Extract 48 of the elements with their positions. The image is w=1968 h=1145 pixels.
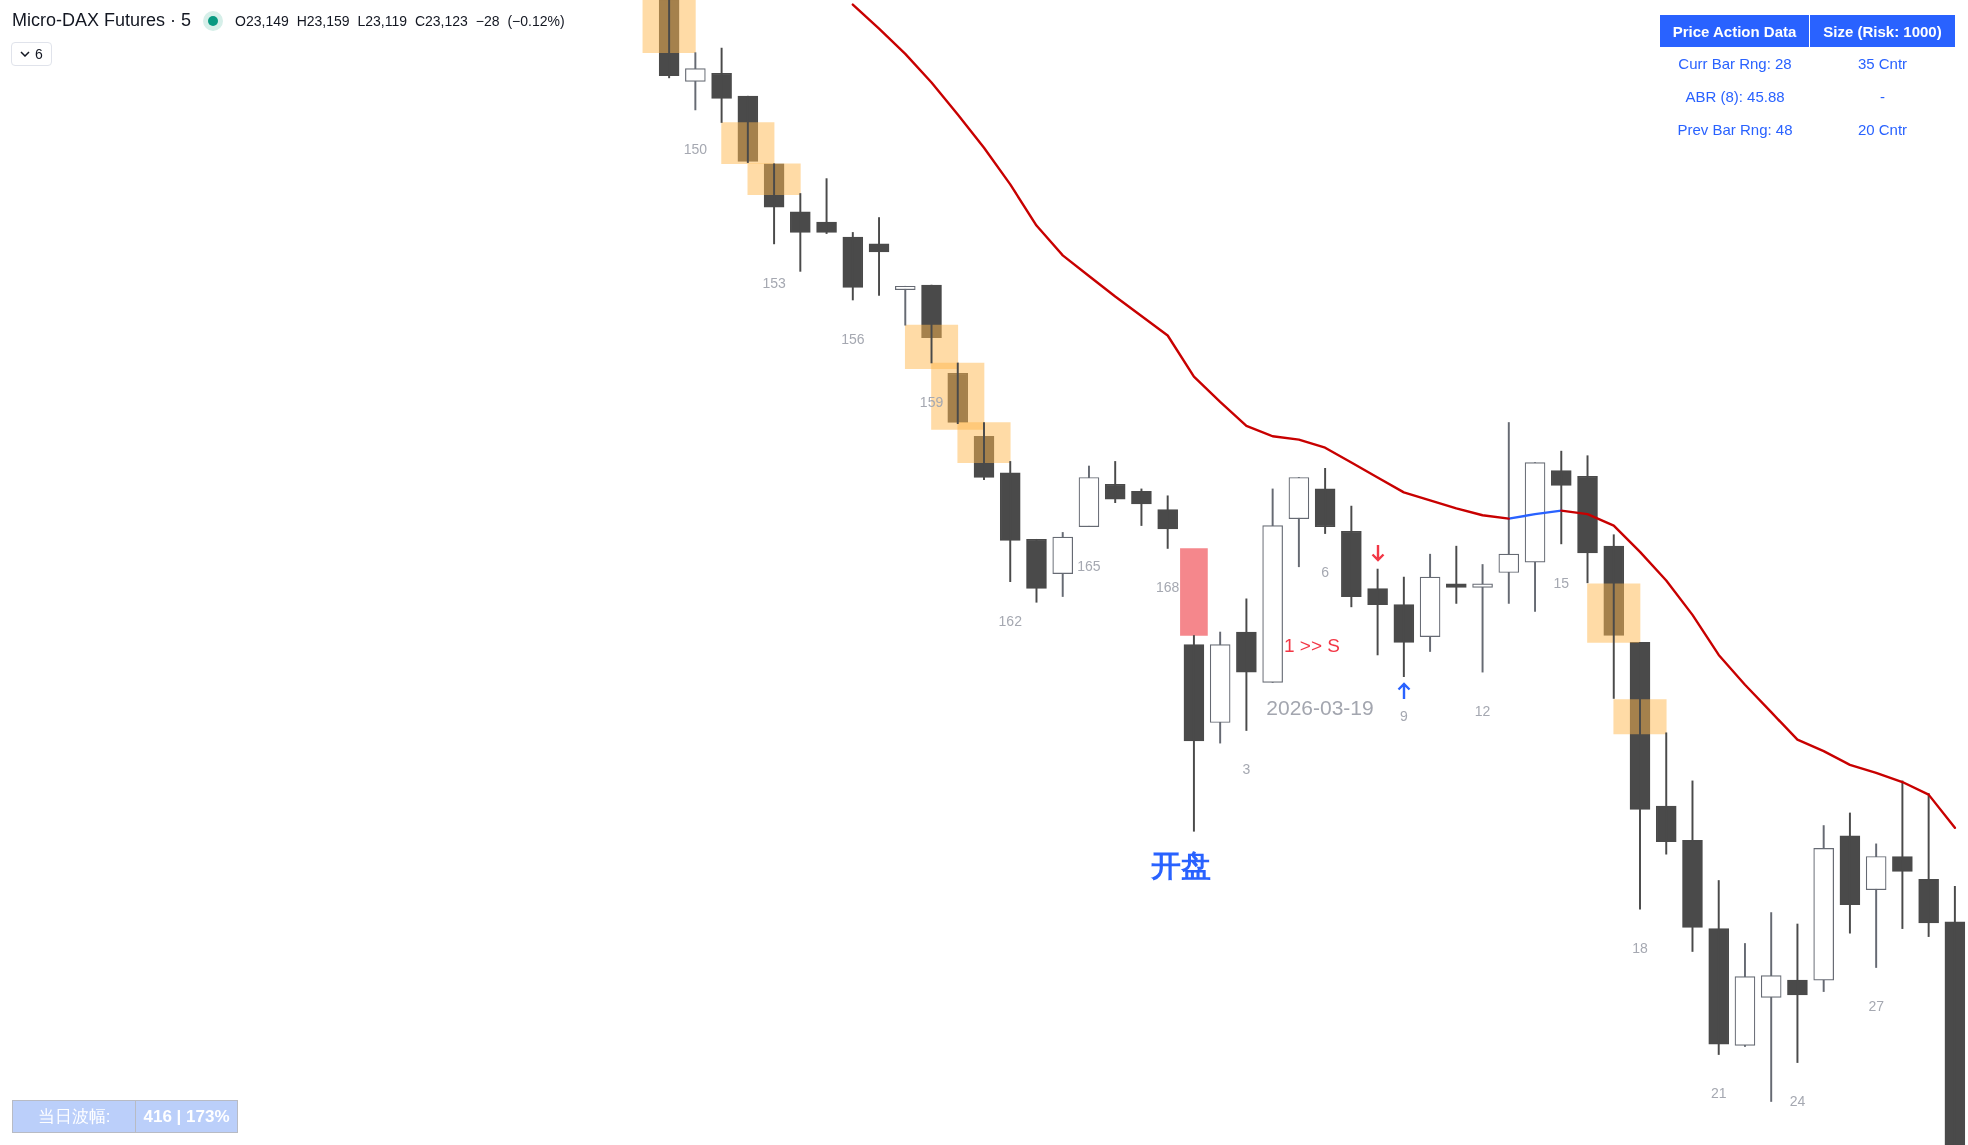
text: 27 [1868,998,1884,1015]
header-cell: Size (Risk: 1000) [1810,15,1955,47]
text: O23,149 H23,159 L23,119 C23,123 −28 (−0.12%) [235,12,565,29]
text: 153 [762,274,786,291]
annotation: 20 Cntr [1856,120,1909,140]
candlestick [894,285,916,326]
table-cell: 416 | 173% [135,1101,237,1132]
candlestick [1498,422,1520,604]
annotation: 1 >> S [1284,635,1340,657]
candlestick [1131,488,1152,526]
candlestick [1550,450,1572,545]
text: 18 [1632,939,1648,956]
text: 3 [1242,761,1251,778]
candlestick [1577,455,1598,584]
text: 150 [683,140,708,157]
candlestick [1787,923,1808,1063]
candlestick [1760,912,1782,1102]
header-cell: Price Action Data [1660,15,1810,47]
candlestick [921,284,942,364]
annotation: 开盘 [1151,847,1211,884]
annotation: 35 Cntr [1856,54,1909,74]
annotation: Prev Bar Rng: 48 [1676,120,1794,140]
text: 21 [1710,1085,1727,1102]
annotation: 2026-03-19 [1266,696,1374,720]
annotation: ABR (8): 45.88 [1684,87,1786,107]
bar [1613,699,1667,735]
text: 156 [841,330,865,347]
annotation: 6 [1321,564,1330,581]
candlestick [1446,545,1467,604]
candlestick [711,47,732,123]
text: 168 [1156,579,1180,596]
text: Micro-DAX Futures · 5 [12,10,192,31]
text: 24 [1789,1093,1806,1110]
text: 162 [998,612,1022,629]
annotation: - [1879,87,1886,107]
candlestick [1367,568,1388,656]
candlestick [1892,780,1913,929]
annotation: Curr Bar Rng: 28 [1677,54,1793,74]
text: 9 [1399,707,1408,724]
text: 12 [1474,702,1491,719]
collapse-button: 6 [11,42,52,66]
candlestick [1472,564,1493,673]
text: 15 [1553,574,1570,591]
candlestick [816,178,837,234]
candlestick [1236,598,1257,731]
bar [1180,548,1208,636]
table-cell: 当日波幅: [13,1101,135,1132]
text: 165 [1077,557,1101,574]
